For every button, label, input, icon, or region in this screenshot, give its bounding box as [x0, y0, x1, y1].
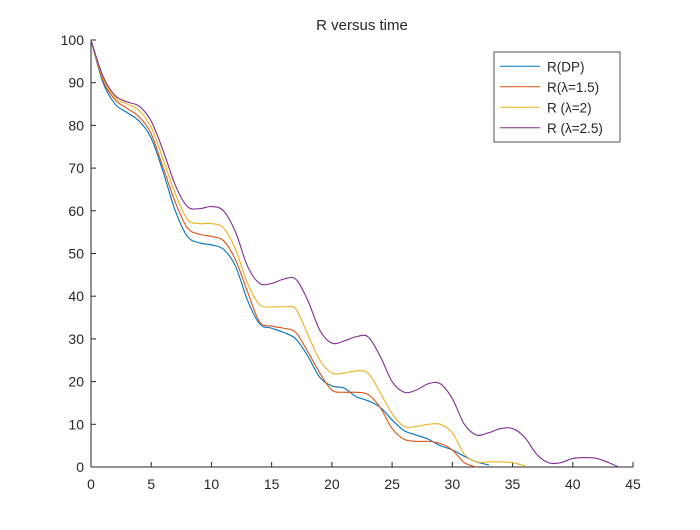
y-tick-label: 30 [68, 331, 84, 347]
y-tick-label: 10 [68, 416, 84, 432]
series-line-4 [90, 39, 620, 468]
x-tick-label: 25 [384, 476, 400, 492]
legend-label-4: R (λ=2.5) [547, 121, 603, 136]
x-tick-label: 10 [204, 476, 220, 492]
y-tick-label: 70 [68, 160, 84, 176]
y-tick-label: 100 [61, 32, 85, 48]
x-tick-label: 45 [625, 476, 641, 492]
y-tick-label: 40 [68, 288, 84, 304]
y-tick-label: 90 [68, 75, 84, 91]
legend-label-1: R(DP) [547, 59, 585, 74]
y-tick-label: 20 [68, 374, 84, 390]
legend-label-3: R (λ=2) [547, 100, 592, 115]
chart-title: R versus time [316, 17, 408, 34]
y-tick-label: 80 [68, 117, 84, 133]
legend: R(DP) R(λ=1.5) R (λ=2) R (λ=2.5) [493, 51, 621, 143]
series-lines [90, 39, 620, 468]
x-tick-label: 0 [87, 476, 95, 492]
x-tick-label: 30 [445, 476, 461, 492]
series-line-2 [90, 39, 477, 468]
x-tick-label: 15 [264, 476, 280, 492]
x-tick-label: 40 [565, 476, 581, 492]
x-tick-label: 5 [147, 476, 155, 492]
y-tick-label: 60 [68, 203, 84, 219]
x-tick-label: 35 [505, 476, 521, 492]
series-line-3 [90, 39, 526, 467]
y-tick-label: 0 [76, 459, 84, 475]
legend-label-2: R(λ=1.5) [547, 80, 599, 95]
x-tick-label: 20 [324, 476, 340, 492]
y-tick-label: 50 [68, 246, 84, 262]
series-line-1 [90, 39, 490, 466]
legend-box [493, 51, 621, 143]
